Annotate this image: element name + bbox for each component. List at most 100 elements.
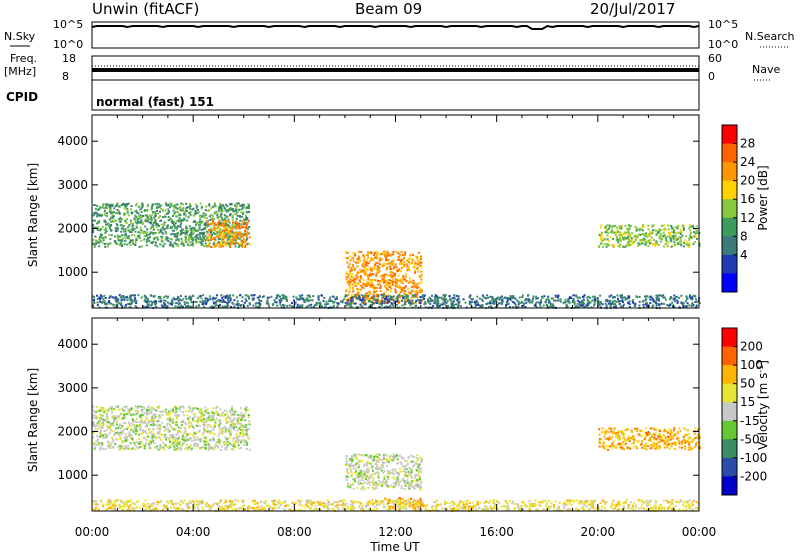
- echo-cell: [521, 294, 524, 297]
- echo-cell: [127, 412, 130, 415]
- echo-cell: [641, 226, 644, 229]
- echo-cell: [143, 235, 146, 238]
- echo-cell: [98, 416, 101, 419]
- echo-cell: [135, 237, 138, 240]
- echo-cell: [398, 284, 401, 287]
- echo-cell: [190, 421, 193, 424]
- echo-cell: [325, 300, 328, 303]
- echo-cell: [368, 274, 371, 277]
- echo-cell: [200, 407, 203, 410]
- echo-cell: [159, 210, 161, 213]
- echo-cell: [610, 294, 613, 297]
- echo-cell: [101, 436, 104, 439]
- echo-cell: [231, 231, 234, 234]
- echo-cell: [175, 437, 178, 440]
- echo-cell: [216, 441, 219, 443]
- echo-cell: [674, 237, 677, 240]
- echo-cell: [636, 296, 639, 298]
- echo-cell: [131, 225, 134, 228]
- echo-cell: [559, 298, 562, 301]
- echo-cell: [134, 410, 137, 413]
- echo-cell: [401, 258, 404, 261]
- echo-cell: [163, 448, 166, 451]
- echo-cell: [234, 236, 236, 239]
- echo-cell: [346, 476, 349, 479]
- echo-cell: [203, 424, 206, 427]
- echo-cell: [367, 253, 369, 255]
- echo-cell: [229, 213, 232, 215]
- echo-cell: [245, 224, 248, 227]
- echo-cell: [370, 257, 373, 260]
- echo-cell: [203, 305, 206, 308]
- echo-cell: [512, 301, 515, 304]
- echo-cell: [418, 260, 421, 263]
- echo-cell: [314, 304, 316, 307]
- echo-cell: [237, 418, 240, 421]
- echo-cell: [106, 212, 108, 215]
- echo-cell: [122, 414, 125, 417]
- echo-cell: [244, 419, 247, 422]
- echo-cell: [190, 410, 193, 413]
- echo-cell: [388, 286, 391, 288]
- echo-cell: [143, 412, 146, 415]
- echo-cell: [211, 305, 213, 308]
- echo-cell: [106, 434, 109, 437]
- echo-cell: [345, 257, 348, 260]
- echo-cell: [244, 425, 247, 428]
- echo-cell: [184, 236, 187, 239]
- echo-cell: [377, 294, 380, 297]
- echo-cell: [225, 203, 228, 206]
- echo-cell: [646, 295, 649, 298]
- echo-cell: [157, 431, 160, 434]
- echo-cell: [219, 228, 222, 231]
- echo-cell: [237, 202, 240, 205]
- echo-cell: [213, 202, 216, 205]
- echo-cell: [146, 408, 149, 411]
- echo-cell: [101, 422, 104, 425]
- echo-cell: [512, 296, 515, 299]
- echo-cell: [196, 205, 199, 208]
- echo-cell: [468, 300, 471, 303]
- echo-cell: [112, 296, 115, 299]
- echo-cell: [399, 287, 402, 290]
- echo-cell: [155, 222, 158, 225]
- echo-cell: [135, 445, 138, 448]
- echo-cell: [363, 268, 366, 271]
- echo-cell: [616, 236, 618, 239]
- echo-cell: [208, 439, 211, 442]
- echo-cell: [195, 239, 198, 242]
- echo-cell: [116, 415, 119, 418]
- echo-cell: [634, 239, 637, 241]
- echo-cell: [221, 412, 224, 414]
- echo-cell: [160, 223, 163, 226]
- echo-cell: [204, 222, 207, 225]
- echo-cell: [237, 436, 240, 439]
- echo-cell: [363, 282, 366, 285]
- echo-cell: [371, 486, 374, 489]
- echo-cell: [193, 416, 196, 419]
- echo-cell: [403, 295, 406, 298]
- echo-cell: [166, 296, 169, 299]
- echo-cell: [531, 301, 534, 304]
- echo-cell: [487, 296, 489, 299]
- echo-cell: [280, 299, 283, 302]
- echo-cell: [109, 206, 112, 209]
- echo-cell: [199, 218, 202, 221]
- echo-cell: [204, 439, 207, 442]
- echo-cell: [348, 290, 351, 293]
- echo-cell: [244, 214, 247, 217]
- echo-cell: [159, 204, 162, 207]
- echo-cell: [372, 302, 375, 305]
- echo-cell: [185, 446, 188, 449]
- echo-cell: [587, 302, 590, 304]
- echo-cell: [189, 407, 192, 410]
- echo-cell: [441, 298, 444, 301]
- echo-cell: [106, 205, 109, 208]
- echo-cell: [109, 427, 112, 430]
- echo-cell: [159, 443, 162, 446]
- echo-cell: [177, 436, 180, 439]
- echo-cell: [690, 232, 693, 235]
- echo-cell: [626, 227, 629, 230]
- echo-cell: [644, 303, 647, 306]
- echo-cell: [218, 230, 221, 233]
